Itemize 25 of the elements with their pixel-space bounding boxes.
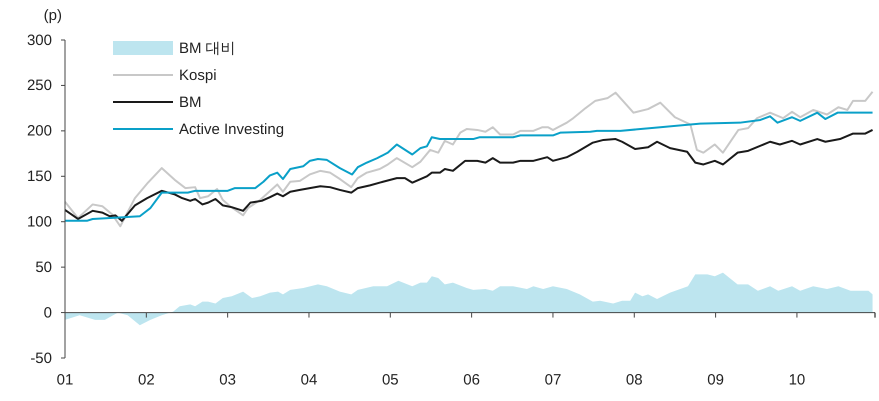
y-tick-label: 100 (26, 214, 52, 231)
legend-label: Kospi (179, 67, 217, 84)
x-tick-label: 10 (788, 372, 806, 389)
x-tick-label: 09 (707, 372, 724, 389)
line-series (64, 112, 874, 222)
line-series (64, 90, 874, 228)
y-tick-label: 0 (44, 304, 52, 322)
y-tick-label: 50 (35, 258, 52, 276)
y-tick-label: 150 (26, 168, 52, 186)
y-tick-label: 200 (26, 122, 52, 140)
x-tick-label: 05 (382, 372, 399, 389)
x-tick-label: 08 (626, 372, 643, 389)
legend-label: BM (179, 94, 202, 111)
x-tick-label: 04 (300, 372, 318, 389)
y-tick-label: -50 (30, 350, 52, 367)
y-tick-label: 250 (26, 77, 52, 94)
legend-label: Active Investing (179, 121, 284, 138)
y-axis-title: (p) (44, 7, 62, 24)
x-tick-label: 07 (544, 372, 562, 389)
legend-label: BM 대비 (179, 40, 236, 57)
x-tick-label: 01 (56, 372, 74, 389)
x-tick-label: 06 (463, 372, 480, 389)
y-tick-label: 300 (26, 32, 52, 49)
x-tick-label: 03 (219, 372, 236, 389)
x-tick-label: 02 (138, 372, 155, 389)
